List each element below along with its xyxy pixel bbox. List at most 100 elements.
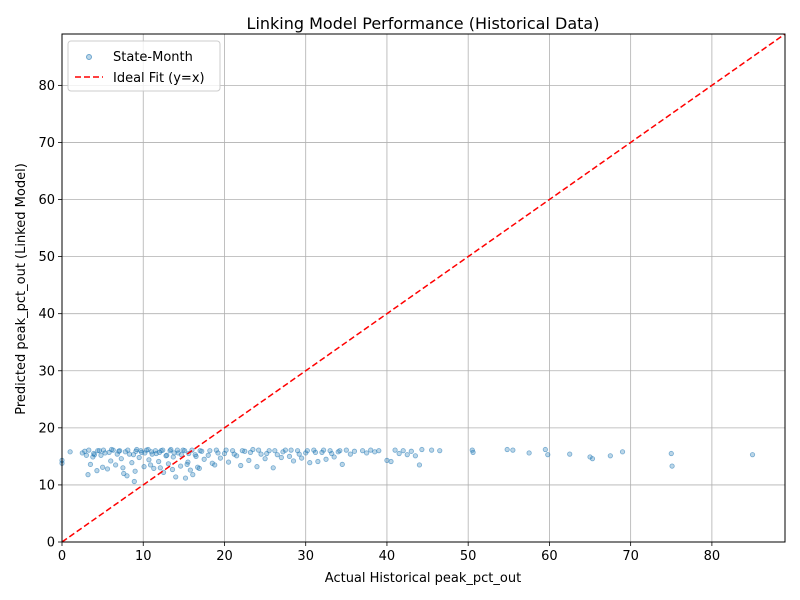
data-point xyxy=(274,452,280,458)
data-point xyxy=(199,448,205,454)
data-point xyxy=(339,461,345,467)
data-point xyxy=(129,460,135,466)
axis-ticks: 0 10 20 30 40 50 60 70 80 0 10 20 30 40 50 60 70 80 xyxy=(38,79,720,564)
data-point xyxy=(124,473,130,479)
data-point xyxy=(178,452,185,458)
data-point xyxy=(669,463,675,469)
data-point xyxy=(149,451,155,457)
data-point xyxy=(131,478,137,485)
data-point xyxy=(542,446,548,453)
x-tick-label: 0 xyxy=(58,549,66,564)
ideal-fit-line-layer xyxy=(61,33,786,543)
data-point xyxy=(359,448,366,454)
data-point xyxy=(247,449,254,455)
x-tick-label: 40 xyxy=(379,549,396,564)
data-point xyxy=(589,456,596,462)
y-tick-label: 20 xyxy=(38,421,55,436)
data-point xyxy=(132,468,138,474)
data-point xyxy=(254,464,260,470)
data-point xyxy=(215,450,221,456)
y-axis-label: Predicted peak_pct_out (Linked Model) xyxy=(14,163,29,415)
data-point xyxy=(364,450,370,456)
data-point xyxy=(376,448,382,454)
data-point xyxy=(165,461,172,467)
legend-label-state-month: State-Month xyxy=(113,50,193,65)
data-point xyxy=(238,462,244,469)
data-point xyxy=(108,458,114,464)
data-point xyxy=(182,448,188,454)
y-tick-label: 40 xyxy=(38,307,55,322)
data-point xyxy=(504,446,510,453)
data-point xyxy=(167,448,173,454)
data-point xyxy=(133,448,139,454)
y-tick-label: 80 xyxy=(38,79,55,94)
data-point xyxy=(304,448,310,454)
data-point xyxy=(173,474,179,480)
data-point xyxy=(205,452,211,458)
x-tick-label: 80 xyxy=(704,549,721,564)
y-tick-label: 10 xyxy=(38,478,55,493)
data-point xyxy=(323,456,329,462)
data-point xyxy=(264,450,270,457)
data-point xyxy=(151,465,157,471)
ideal-fit-line xyxy=(61,33,786,543)
data-point xyxy=(147,462,154,468)
y-tick-label: 60 xyxy=(38,193,55,208)
data-point xyxy=(207,448,213,454)
data-point xyxy=(246,457,252,463)
data-point xyxy=(201,456,207,462)
data-point xyxy=(164,452,170,458)
legend-box xyxy=(67,40,221,92)
x-tick-label: 50 xyxy=(460,549,477,564)
data-point xyxy=(118,456,124,462)
data-point xyxy=(437,448,443,454)
data-point xyxy=(217,455,224,461)
y-tick-label: 0 xyxy=(47,536,55,551)
data-point xyxy=(146,457,152,463)
data-point xyxy=(351,448,358,454)
data-point xyxy=(331,454,337,460)
data-point xyxy=(749,452,756,458)
y-tick-label: 30 xyxy=(38,364,55,379)
data-point xyxy=(255,447,262,453)
scatter-points xyxy=(59,446,756,485)
data-point xyxy=(100,464,106,470)
axes-frame xyxy=(61,33,786,543)
data-point xyxy=(272,448,278,454)
data-point xyxy=(114,451,120,457)
data-point xyxy=(171,450,177,456)
data-point xyxy=(296,451,302,457)
data-point xyxy=(104,466,111,472)
data-point xyxy=(290,458,297,464)
data-point xyxy=(138,448,144,454)
grid xyxy=(61,34,785,543)
data-point xyxy=(262,456,268,462)
data-point xyxy=(157,465,163,471)
data-point xyxy=(668,450,674,457)
data-point xyxy=(408,448,414,454)
data-point xyxy=(278,454,284,461)
data-point xyxy=(329,450,335,457)
data-point xyxy=(156,458,162,465)
data-point xyxy=(280,449,286,455)
data-point xyxy=(190,472,196,478)
data-point xyxy=(141,464,147,470)
data-point xyxy=(315,458,321,465)
data-point xyxy=(526,450,532,456)
data-point xyxy=(619,449,626,455)
data-point xyxy=(470,449,476,455)
data-point xyxy=(510,447,516,453)
data-point xyxy=(67,449,73,455)
data-point xyxy=(117,448,123,454)
data-point xyxy=(145,446,151,453)
data-point xyxy=(108,446,115,453)
data-point xyxy=(388,458,394,465)
data-point xyxy=(142,450,148,456)
legend-marker-state-month xyxy=(86,54,92,60)
data-point xyxy=(178,463,184,469)
data-point xyxy=(307,460,313,466)
data-point xyxy=(429,447,435,453)
data-point xyxy=(193,453,199,459)
data-point xyxy=(545,452,551,458)
